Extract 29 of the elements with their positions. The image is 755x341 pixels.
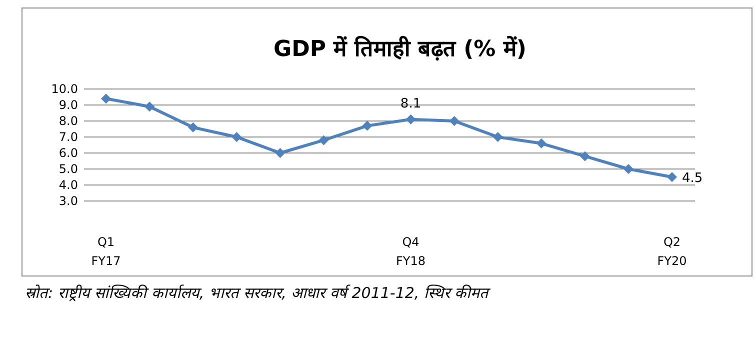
point xyxy=(362,120,372,131)
x-tick-label: Q4 FY18 xyxy=(396,235,426,268)
data-label: 8.1 xyxy=(400,96,422,112)
y-tick-label: 8.0 xyxy=(58,114,78,128)
y-tick-label: 9.0 xyxy=(58,98,78,112)
point xyxy=(101,94,111,104)
y-tick-label: 10.0 xyxy=(51,82,78,96)
x-tick-label: Q1 FY17 xyxy=(91,235,121,268)
point xyxy=(449,116,460,126)
point xyxy=(144,102,155,112)
y-tick-label: 6.0 xyxy=(58,146,78,160)
x-tick-label: Q2 FY20 xyxy=(657,235,687,268)
y-tick-label: 7.0 xyxy=(58,130,78,144)
y-tick-label: 4.0 xyxy=(58,178,78,192)
point xyxy=(275,148,286,158)
point xyxy=(623,164,634,174)
point xyxy=(318,135,329,146)
y-tick-label: 5.0 xyxy=(58,162,78,176)
point xyxy=(406,114,416,124)
point xyxy=(492,132,503,142)
y-tick-label: 3.0 xyxy=(58,194,78,208)
point xyxy=(580,151,590,162)
text: स्रोत: राष्ट्रीय सांख्यिकी कार्यालय, भारत सरकार, आधार वर्ष 2011-12, स्थिर कीमत xyxy=(25,284,492,302)
chart-title: GDP में तिमाही बढ़त (% में) xyxy=(274,35,526,62)
point xyxy=(536,138,546,148)
point xyxy=(188,122,198,132)
point xyxy=(232,132,242,142)
data-label: 4.5 xyxy=(682,171,703,186)
point xyxy=(667,172,677,182)
